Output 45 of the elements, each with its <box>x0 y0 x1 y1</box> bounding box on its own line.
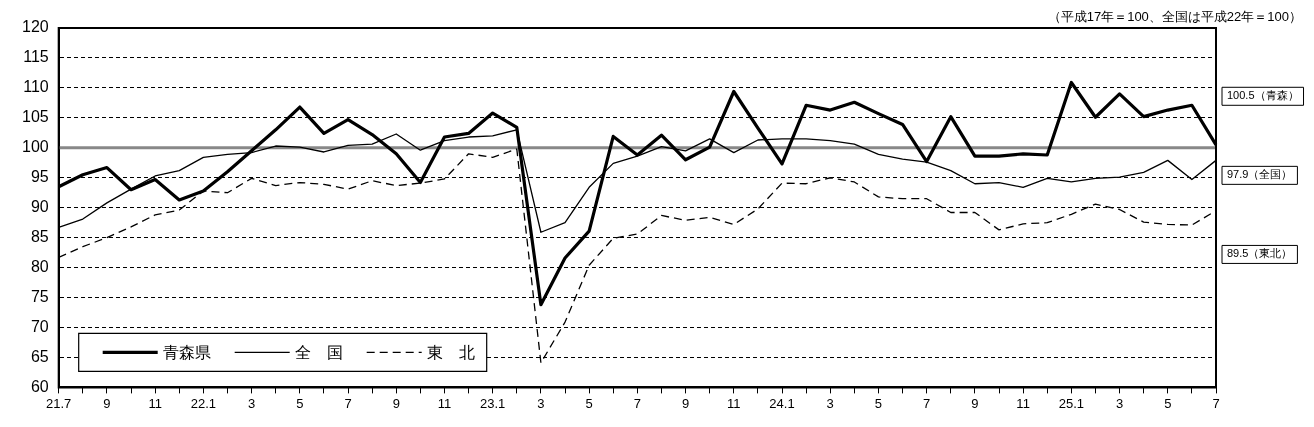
x-tick-label: 5 <box>585 395 593 411</box>
y-tick-label: 120 <box>21 18 49 36</box>
x-tick-label: 7 <box>344 395 352 411</box>
y-tick-label: 75 <box>30 287 49 305</box>
x-tick-label: 9 <box>392 395 400 411</box>
text: 89.5（東北） <box>1227 247 1293 260</box>
legend-label: 青森県 <box>162 343 211 361</box>
x-tick-label: 7 <box>1212 395 1220 411</box>
y-tick-label: 80 <box>30 258 49 276</box>
x-tick-label: 24.1 <box>769 395 795 411</box>
x-tick-label: 11 <box>727 395 741 411</box>
x-tick-label: 25.1 <box>1058 395 1084 411</box>
y-tick-label: 95 <box>30 168 49 186</box>
y-tick-label: 60 <box>30 377 49 395</box>
y-tick-label: 85 <box>30 228 49 246</box>
x-tick-label: 11 <box>148 395 162 411</box>
x-tick-label: 11 <box>437 395 452 411</box>
legend-label: 東 北 <box>426 343 475 361</box>
y-tick-label: 110 <box>23 78 49 96</box>
x-tick-label: 7 <box>923 395 931 411</box>
x-tick-label: 11 <box>1016 395 1030 411</box>
y-tick-label: 70 <box>30 317 49 335</box>
y-tick-label: 105 <box>21 108 49 126</box>
x-tick-label: 3 <box>247 395 256 411</box>
x-tick-label: 21.7 <box>46 395 72 411</box>
x-tick-label: 9 <box>681 395 690 411</box>
x-tick-label: 23.1 <box>480 395 506 411</box>
x-tick-label: 3 <box>537 395 545 411</box>
x-tick-label: 5 <box>874 395 883 411</box>
x-tick-label: 9 <box>103 395 111 411</box>
x-tick-label: 5 <box>296 395 304 411</box>
y-tick-label: 65 <box>30 347 49 365</box>
y-tick-label: 115 <box>23 48 49 66</box>
x-tick-label: 7 <box>633 395 641 411</box>
y-tick-label: 90 <box>30 198 49 216</box>
x-tick-label: 3 <box>1115 395 1124 411</box>
x-tick-label: 3 <box>826 395 834 411</box>
y-tick-label: 100 <box>21 138 49 156</box>
legend-label: 全 国 <box>294 343 343 361</box>
chart-subtitle: （平成17年＝100、全国は平成22年＝100） <box>1047 8 1302 26</box>
text: 97.9（全国） <box>1227 168 1293 181</box>
x-tick-label: 9 <box>971 395 979 411</box>
text: 100.5（青森） <box>1227 89 1299 102</box>
x-tick-label: 22.1 <box>190 395 217 411</box>
x-tick-label: 5 <box>1164 395 1172 411</box>
